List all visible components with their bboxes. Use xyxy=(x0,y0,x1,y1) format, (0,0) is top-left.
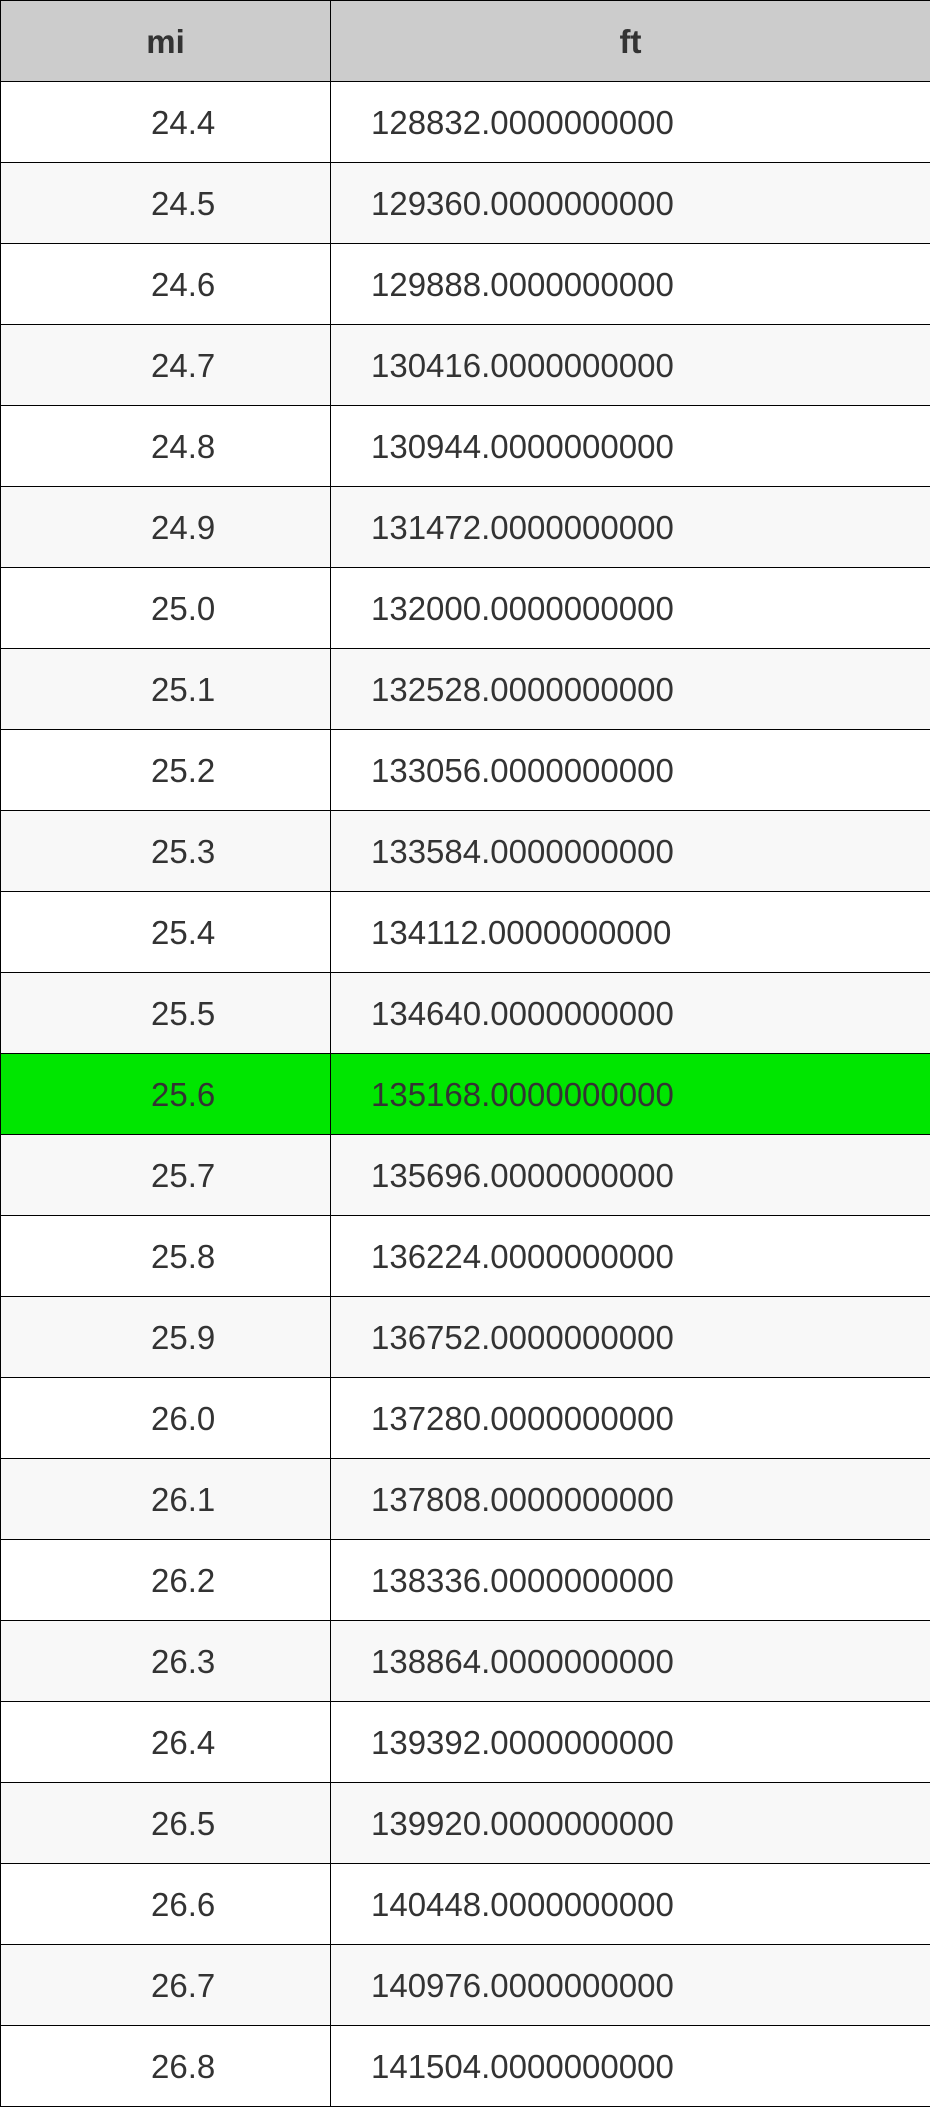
cell-mi: 24.6 xyxy=(1,244,331,325)
col-header-ft: ft xyxy=(331,1,930,82)
cell-ft: 139392.0000000000 xyxy=(331,1702,930,1783)
cell-mi: 26.8 xyxy=(1,2026,331,2107)
table-row: 26.8141504.0000000000 xyxy=(1,2026,930,2107)
cell-mi: 25.2 xyxy=(1,730,331,811)
table-row: 25.5134640.0000000000 xyxy=(1,973,930,1054)
table-row: 24.8130944.0000000000 xyxy=(1,406,930,487)
table-header-row: mi ft xyxy=(1,1,930,82)
cell-mi: 25.0 xyxy=(1,568,331,649)
cell-ft: 139920.0000000000 xyxy=(331,1783,930,1864)
table-row: 25.0132000.0000000000 xyxy=(1,568,930,649)
table-row: 26.4139392.0000000000 xyxy=(1,1702,930,1783)
cell-ft: 132528.0000000000 xyxy=(331,649,930,730)
table-row: 26.2138336.0000000000 xyxy=(1,1540,930,1621)
cell-mi: 25.6 xyxy=(1,1054,331,1135)
cell-mi: 25.1 xyxy=(1,649,331,730)
cell-ft: 137808.0000000000 xyxy=(331,1459,930,1540)
cell-ft: 131472.0000000000 xyxy=(331,487,930,568)
cell-mi: 24.4 xyxy=(1,82,331,163)
cell-mi: 25.9 xyxy=(1,1297,331,1378)
cell-ft: 134112.0000000000 xyxy=(331,892,930,973)
table-row: 25.2133056.0000000000 xyxy=(1,730,930,811)
cell-ft: 138336.0000000000 xyxy=(331,1540,930,1621)
cell-mi: 24.8 xyxy=(1,406,331,487)
table-row: 24.5129360.0000000000 xyxy=(1,163,930,244)
table-row: 24.6129888.0000000000 xyxy=(1,244,930,325)
cell-ft: 133056.0000000000 xyxy=(331,730,930,811)
table-row: 24.9131472.0000000000 xyxy=(1,487,930,568)
cell-ft: 137280.0000000000 xyxy=(331,1378,930,1459)
cell-mi: 25.5 xyxy=(1,973,331,1054)
cell-ft: 136224.0000000000 xyxy=(331,1216,930,1297)
cell-ft: 135696.0000000000 xyxy=(331,1135,930,1216)
cell-mi: 26.2 xyxy=(1,1540,331,1621)
table-row: 26.0137280.0000000000 xyxy=(1,1378,930,1459)
cell-mi: 26.7 xyxy=(1,1945,331,2026)
table-row: 25.3133584.0000000000 xyxy=(1,811,930,892)
cell-mi: 26.0 xyxy=(1,1378,331,1459)
cell-ft: 128832.0000000000 xyxy=(331,82,930,163)
table-row: 25.8136224.0000000000 xyxy=(1,1216,930,1297)
cell-ft: 140976.0000000000 xyxy=(331,1945,930,2026)
table-body: 24.4128832.000000000024.5129360.00000000… xyxy=(1,82,930,2107)
table-row: 25.4134112.0000000000 xyxy=(1,892,930,973)
cell-ft: 136752.0000000000 xyxy=(331,1297,930,1378)
table-row: 25.7135696.0000000000 xyxy=(1,1135,930,1216)
cell-mi: 25.4 xyxy=(1,892,331,973)
cell-ft: 130416.0000000000 xyxy=(331,325,930,406)
table-row: 24.4128832.0000000000 xyxy=(1,82,930,163)
cell-ft: 133584.0000000000 xyxy=(331,811,930,892)
cell-ft: 132000.0000000000 xyxy=(331,568,930,649)
table-row: 24.7130416.0000000000 xyxy=(1,325,930,406)
cell-mi: 26.5 xyxy=(1,1783,331,1864)
table-row: 25.6135168.0000000000 xyxy=(1,1054,930,1135)
cell-ft: 141504.0000000000 xyxy=(331,2026,930,2107)
cell-ft: 140448.0000000000 xyxy=(331,1864,930,1945)
cell-mi: 25.3 xyxy=(1,811,331,892)
cell-ft: 129888.0000000000 xyxy=(331,244,930,325)
table-row: 25.9136752.0000000000 xyxy=(1,1297,930,1378)
table-row: 26.6140448.0000000000 xyxy=(1,1864,930,1945)
table-row: 26.7140976.0000000000 xyxy=(1,1945,930,2026)
cell-ft: 135168.0000000000 xyxy=(331,1054,930,1135)
cell-mi: 25.8 xyxy=(1,1216,331,1297)
conversion-table: mi ft 24.4128832.000000000024.5129360.00… xyxy=(0,0,930,2107)
cell-ft: 129360.0000000000 xyxy=(331,163,930,244)
cell-mi: 26.6 xyxy=(1,1864,331,1945)
cell-ft: 134640.0000000000 xyxy=(331,973,930,1054)
cell-mi: 26.4 xyxy=(1,1702,331,1783)
cell-ft: 130944.0000000000 xyxy=(331,406,930,487)
cell-mi: 24.7 xyxy=(1,325,331,406)
cell-mi: 24.5 xyxy=(1,163,331,244)
table-row: 26.3138864.0000000000 xyxy=(1,1621,930,1702)
cell-mi: 26.1 xyxy=(1,1459,331,1540)
col-header-mi: mi xyxy=(1,1,331,82)
cell-ft: 138864.0000000000 xyxy=(331,1621,930,1702)
cell-mi: 26.3 xyxy=(1,1621,331,1702)
cell-mi: 24.9 xyxy=(1,487,331,568)
table-row: 26.5139920.0000000000 xyxy=(1,1783,930,1864)
table-row: 26.1137808.0000000000 xyxy=(1,1459,930,1540)
table-row: 25.1132528.0000000000 xyxy=(1,649,930,730)
cell-mi: 25.7 xyxy=(1,1135,331,1216)
